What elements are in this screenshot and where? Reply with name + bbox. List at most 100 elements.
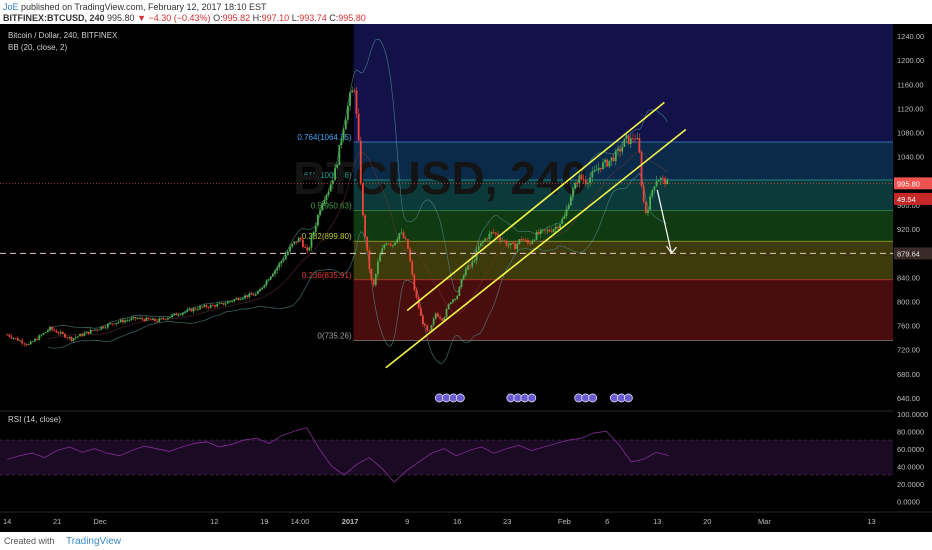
candle	[8, 334, 11, 337]
candle	[473, 260, 476, 262]
author-link[interactable]: JoE	[3, 2, 19, 12]
candle	[580, 175, 583, 180]
candle	[426, 325, 429, 331]
candle	[336, 164, 339, 168]
candle	[559, 223, 561, 229]
candle	[443, 317, 446, 321]
candle	[604, 159, 606, 163]
price-tick: 1160.00	[897, 80, 924, 89]
time-tick: 14:00	[291, 517, 310, 526]
candle	[36, 338, 39, 340]
candle	[374, 274, 377, 285]
candle	[158, 318, 161, 322]
candle	[430, 325, 433, 331]
candle	[162, 318, 165, 319]
candle	[25, 344, 28, 345]
candle	[612, 157, 615, 162]
candle	[164, 318, 167, 320]
chart-title: Bitcoin / Dollar, 240, BITFINEX	[8, 31, 118, 40]
candle	[104, 327, 107, 329]
candle	[222, 303, 225, 305]
time-tick: Mar	[758, 517, 771, 526]
candle	[229, 301, 231, 303]
candle	[389, 243, 392, 246]
candle	[143, 319, 146, 321]
axis-background	[893, 24, 932, 532]
candle	[593, 170, 596, 172]
candle	[139, 317, 141, 319]
candle	[199, 306, 201, 310]
candle	[81, 334, 84, 336]
candle	[610, 157, 613, 161]
fib-label: 0(735.26)	[317, 331, 352, 340]
event-markers[interactable]	[434, 393, 633, 403]
candle	[494, 232, 497, 235]
candle	[115, 322, 118, 325]
candle	[46, 330, 49, 333]
rsi-tick: 80.0000	[897, 427, 924, 436]
candle	[634, 138, 637, 140]
candle	[156, 320, 159, 322]
candle	[591, 171, 594, 178]
candle	[306, 247, 309, 251]
last-price: 995.80	[107, 13, 135, 23]
candle	[462, 275, 465, 280]
candle	[6, 334, 9, 336]
candle	[59, 332, 62, 334]
candle	[492, 232, 495, 233]
candle	[638, 138, 641, 153]
rsi-tick: 40.0000	[897, 462, 924, 471]
candle	[224, 303, 227, 305]
candle	[524, 239, 527, 241]
candle	[362, 183, 364, 216]
candle	[126, 320, 129, 321]
candle	[256, 291, 259, 294]
candle	[357, 113, 360, 141]
tradingview-logo[interactable]: TradingView	[66, 536, 122, 547]
candle	[629, 138, 632, 144]
candle	[445, 309, 448, 318]
candle	[246, 295, 249, 298]
candle	[584, 180, 587, 184]
candle	[340, 139, 343, 145]
time-tick: Dec	[93, 517, 107, 526]
candle	[522, 239, 525, 241]
candle	[72, 338, 75, 341]
open-label: O:	[213, 13, 223, 23]
candle	[216, 304, 219, 307]
candle	[548, 229, 551, 232]
candle	[533, 239, 536, 242]
candle	[31, 341, 34, 343]
publish-line: JoE published on TradingView.com, Februa…	[3, 2, 267, 12]
candle	[332, 180, 334, 185]
candle	[201, 306, 204, 308]
candle	[220, 303, 223, 304]
time-tick: 13	[653, 517, 661, 526]
candle	[304, 247, 306, 248]
price-tick: 1040.00	[897, 153, 924, 162]
candle	[119, 319, 122, 322]
candle	[599, 167, 602, 170]
candle	[576, 183, 579, 184]
candle	[385, 243, 388, 245]
chart-canvas[interactable]: 0(735.26) 0.236(835.91) 0.382(899.80) 0.5(9…	[0, 24, 932, 532]
candle	[87, 331, 90, 334]
candle	[574, 183, 576, 189]
fib-zone	[353, 279, 893, 341]
candle	[482, 241, 484, 243]
candle	[106, 324, 109, 328]
candle	[383, 244, 386, 249]
candle	[192, 308, 195, 312]
candle	[276, 267, 279, 271]
candle	[501, 240, 504, 242]
level-tag	[894, 247, 932, 260]
candle	[636, 138, 639, 140]
candle	[284, 254, 287, 260]
candle	[428, 330, 431, 332]
candle	[398, 233, 401, 240]
candle	[490, 232, 493, 234]
candle	[516, 243, 519, 250]
candles	[6, 86, 669, 347]
candle	[379, 254, 381, 262]
candle	[467, 265, 469, 270]
